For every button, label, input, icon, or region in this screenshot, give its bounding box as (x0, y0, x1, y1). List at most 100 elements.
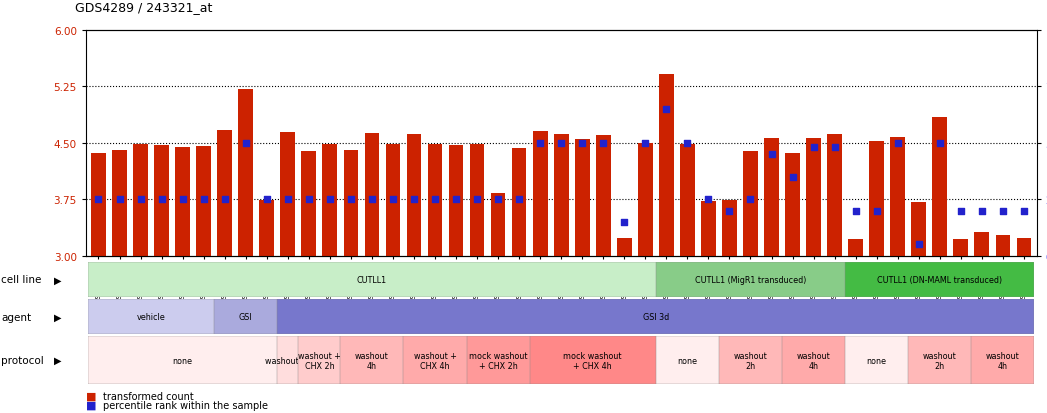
Bar (154, 146, 169, 256)
Point (195, 197, 211, 203)
Point (469, 197, 486, 203)
Bar (996, 236, 1010, 256)
Bar (449, 146, 464, 256)
Bar (322, 144, 337, 256)
Point (763, 152, 780, 158)
Point (490, 197, 507, 203)
Text: GSI 3d: GSI 3d (643, 313, 669, 321)
Point (742, 197, 759, 203)
Text: washout
4h: washout 4h (986, 351, 1020, 370)
Point (238, 140, 254, 147)
Text: washout
2h: washout 2h (734, 351, 767, 370)
Point (953, 208, 970, 214)
Point (511, 197, 528, 203)
Point (111, 197, 128, 203)
Text: ▶: ▶ (54, 312, 62, 322)
Point (321, 197, 338, 203)
Bar (218, 131, 232, 256)
Point (932, 140, 949, 147)
Bar (260, 201, 274, 256)
Text: CUTLL1 (DN-MAML transduced): CUTLL1 (DN-MAML transduced) (877, 275, 1002, 284)
Bar (554, 135, 569, 256)
Text: none: none (173, 356, 193, 365)
Point (448, 197, 465, 203)
Point (911, 242, 928, 248)
Bar (343, 151, 358, 256)
Bar (681, 144, 695, 256)
Bar (491, 194, 506, 256)
Bar (954, 240, 968, 256)
Bar (869, 142, 884, 256)
Point (153, 197, 170, 203)
Bar (722, 201, 737, 256)
Text: none: none (867, 356, 887, 365)
Point (595, 140, 611, 147)
Point (784, 174, 801, 180)
Bar (112, 150, 127, 256)
Point (847, 208, 864, 214)
Point (616, 219, 632, 225)
Point (553, 140, 570, 147)
Point (384, 197, 401, 203)
Text: washout
4h: washout 4h (797, 351, 830, 370)
Point (805, 145, 822, 151)
Bar (175, 147, 190, 256)
Bar (743, 152, 758, 256)
Point (405, 197, 422, 203)
Bar (596, 136, 610, 256)
Point (680, 140, 696, 147)
Text: cell line: cell line (1, 275, 42, 285)
Text: ▶: ▶ (54, 275, 62, 285)
Text: protocol: protocol (1, 355, 44, 366)
Bar (785, 153, 800, 256)
Bar (1017, 238, 1031, 256)
Point (889, 140, 906, 147)
Point (868, 208, 885, 214)
Point (342, 197, 359, 203)
Text: vehicle: vehicle (137, 313, 165, 321)
Point (280, 197, 296, 203)
Text: none: none (677, 356, 697, 365)
Bar (133, 144, 148, 256)
Bar (659, 74, 673, 256)
Text: washout 2h: washout 2h (265, 356, 311, 365)
Bar (385, 145, 400, 256)
Bar (533, 131, 548, 256)
Point (426, 197, 443, 203)
Point (90, 197, 107, 203)
Text: mock washout
+ CHX 2h: mock washout + CHX 2h (469, 351, 528, 370)
Point (995, 208, 1011, 214)
Point (574, 140, 591, 147)
Point (532, 140, 549, 147)
Text: CUTLL1 (MigR1 transduced): CUTLL1 (MigR1 transduced) (695, 275, 806, 284)
Text: washout +
CHX 4h: washout + CHX 4h (414, 351, 456, 370)
Bar (911, 202, 927, 256)
Point (259, 197, 275, 203)
Bar (638, 143, 652, 256)
Bar (975, 232, 989, 256)
Point (174, 197, 191, 203)
Bar (890, 138, 905, 256)
Point (1016, 208, 1032, 214)
Text: GSI: GSI (239, 313, 252, 321)
Text: agent: agent (1, 312, 31, 322)
Bar (827, 135, 842, 256)
Point (217, 197, 233, 203)
Point (700, 197, 717, 203)
Bar (281, 133, 295, 256)
Bar (364, 134, 379, 256)
Point (658, 107, 674, 113)
Bar (848, 240, 863, 256)
Text: ■: ■ (86, 400, 96, 410)
Bar (239, 90, 253, 256)
Bar (806, 138, 821, 256)
Bar (427, 144, 442, 256)
Text: mock washout
+ CHX 4h: mock washout + CHX 4h (563, 351, 622, 370)
Bar (764, 139, 779, 256)
Text: GDS4289 / 243321_at: GDS4289 / 243321_at (75, 2, 213, 14)
Text: percentile rank within the sample: percentile rank within the sample (103, 400, 268, 410)
Bar (512, 149, 527, 256)
Text: transformed count: transformed count (103, 391, 194, 401)
Point (132, 197, 149, 203)
Bar (617, 238, 631, 256)
